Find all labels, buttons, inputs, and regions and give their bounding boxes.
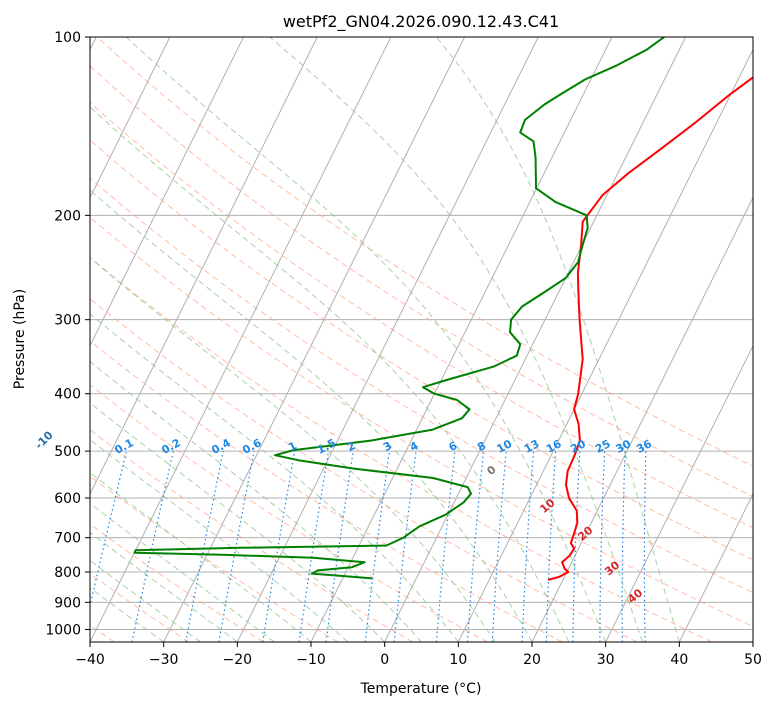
mixing-ratio-label: 10 (495, 437, 515, 456)
mixing-ratio-label: 30 (614, 437, 634, 456)
mixing-ratio-line (491, 451, 507, 642)
mixing-ratio-line (393, 451, 417, 642)
moist-adiabat-line (90, 438, 349, 642)
x-tick-label: −30 (149, 652, 179, 668)
plot-frame (89, 36, 754, 643)
dry-adiabat-line (90, 429, 414, 642)
x-tick-label: 50 (744, 652, 762, 668)
moist-adiabat-line (90, 472, 312, 642)
isotherm-line (90, 37, 318, 496)
mixing-ratio-label: 25 (593, 437, 613, 456)
isotherm-line (236, 37, 539, 642)
x-tick-label: −10 (296, 652, 326, 668)
dry-adiabat-line (90, 101, 753, 529)
temperature-trace (547, 76, 753, 581)
grid-layer (90, 37, 753, 642)
x-axis-title: Temperature (°C) (360, 681, 482, 697)
moist-adiabat-line (90, 360, 422, 642)
y-tick-label: 500 (54, 444, 81, 460)
x-tick-label: 20 (523, 652, 541, 668)
mixing-ratio-line (298, 451, 330, 642)
isotherm-line (163, 37, 466, 642)
y-axis-title: Pressure (hPa) (12, 289, 28, 389)
moist-adiabat-line (269, 37, 643, 642)
y-tick-label: 900 (54, 595, 81, 611)
moist-adiabat-line (90, 559, 201, 642)
mixing-ratio-label: 20 (568, 437, 588, 456)
y-tick-label: 100 (54, 30, 81, 46)
data-layer (133, 37, 753, 581)
mixing-ratio-line (364, 451, 391, 642)
mixing-ratio-line (572, 451, 581, 642)
axis-layer: −40 −30 −20 −10 0 10 20 30 40 50 100 200 300 400 500 60… (45, 30, 762, 668)
isotherm-line (678, 492, 753, 642)
isotherm-line (384, 37, 687, 642)
dry-adiabat-line (90, 139, 753, 561)
isotherm-line (90, 37, 245, 347)
x-tick-label: 10 (449, 652, 467, 668)
dewpoint-trace (133, 37, 665, 580)
mixing-ratio-line (325, 451, 354, 642)
dry-adiabat-line (90, 298, 638, 642)
y-tick-label: 300 (54, 313, 81, 329)
isotherm-line (531, 196, 753, 642)
mixing-ratio-line (466, 451, 485, 642)
mixing-ratio-line (435, 451, 456, 642)
y-tick-label: 1000 (45, 622, 81, 638)
y-tick-label: 800 (54, 565, 81, 581)
mixing-ratio-line (545, 451, 557, 642)
moist-adiabat-line (90, 502, 275, 642)
isotherm-line (90, 37, 171, 199)
x-tick-label: −40 (75, 652, 105, 668)
mixing-ratio-line (131, 450, 174, 642)
x-tick-label: 30 (597, 652, 615, 668)
moist-adiabat-line (90, 402, 386, 642)
mixing-ratio-line (90, 450, 128, 609)
mixing-ratio-label: 36 (634, 437, 654, 456)
line-label-layer: -100-90-80-70-60-50-40-30-20-100.10.20.4… (32, 428, 654, 606)
moist-adiabat-line (90, 313, 459, 642)
mixing-ratio-line (643, 451, 647, 642)
x-tick-label: 40 (670, 652, 688, 668)
mixing-ratio-line (262, 450, 296, 642)
mixing-ratio-label: 13 (522, 437, 542, 456)
moist-adiabat-line (90, 531, 238, 642)
y-tick-label: 400 (54, 387, 81, 403)
y-tick-label: 200 (54, 208, 81, 224)
mixing-ratio-line (621, 451, 626, 642)
moist-adiabat-line (90, 106, 570, 642)
dry-adiabat-line (90, 523, 264, 642)
isotherm-line (90, 37, 392, 642)
mixing-ratio-line (218, 450, 255, 642)
dry-adiabat-line (90, 384, 488, 642)
isotherm-line (605, 344, 753, 642)
moist-adiabat-line (90, 257, 496, 642)
mixing-ratio-label: 16 (544, 437, 564, 456)
chart-title: wetPf2_GN04.2026.090.12.43.C41 (283, 12, 559, 32)
mixing-ratio-line (521, 451, 535, 642)
x-tick-label: −20 (223, 652, 253, 668)
dry-adiabat-line (90, 65, 753, 498)
isotherm-line (457, 48, 753, 642)
mixing-ratio-line (185, 450, 224, 642)
moist-adiabat-line (435, 37, 680, 642)
y-tick-label: 700 (54, 531, 81, 547)
moist-adiabat-line (125, 37, 607, 642)
y-tick-label: 600 (54, 491, 81, 507)
mixing-ratio-line (599, 451, 606, 642)
x-tick-label: 0 (380, 652, 389, 668)
dry-adiabat-line (90, 256, 712, 642)
